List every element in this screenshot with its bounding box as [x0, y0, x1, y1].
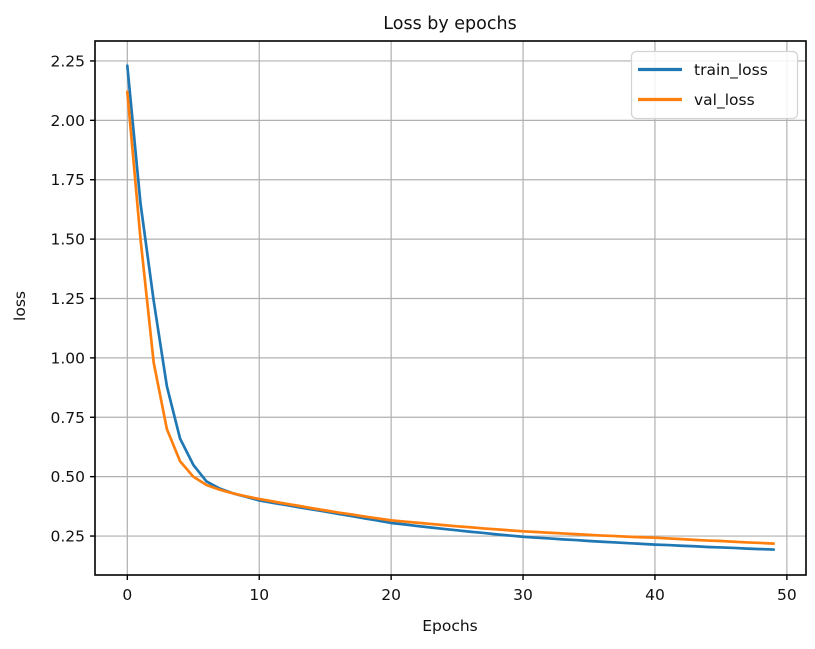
y-tick-label: 1.50: [50, 231, 85, 249]
legend-label-train: train_loss: [694, 61, 768, 80]
x-tick-label: 20: [381, 586, 401, 604]
plot-border: [94, 40, 807, 576]
y-tick-label: 2.25: [50, 52, 85, 70]
x-tick-label: 40: [645, 586, 665, 604]
y-tick-label: 0.50: [50, 468, 85, 486]
y-axis-label: loss: [11, 291, 29, 321]
legend: train_loss val_loss: [630, 50, 799, 120]
x-tick-label: 30: [513, 586, 533, 604]
x-tick-label: 50: [777, 586, 797, 604]
grid: [95, 41, 806, 575]
x-tick-label: 0: [122, 586, 132, 604]
series-lines: [125, 64, 776, 551]
chart-title: Loss by epochs: [383, 14, 516, 34]
axis-ticks: [90, 60, 788, 580]
y-tick-label: 2.00: [50, 112, 85, 130]
y-tick-label: 1.00: [50, 349, 85, 367]
y-tick-label: 1.75: [50, 171, 85, 189]
tick-labels: 0 10 20 30 40 50 0.25 0.50 0.75 1.00 1.25 1.50 1.75 2…: [50, 52, 796, 604]
y-tick-label: 0.25: [50, 528, 85, 546]
y-tick-label: 1.25: [50, 290, 85, 308]
x-axis-label: Epochs: [422, 617, 478, 635]
x-tick-label: 10: [249, 586, 269, 604]
y-tick-label: 0.75: [50, 409, 85, 427]
series-line-val_loss: [125, 90, 776, 545]
legend-label-val: val_loss: [694, 91, 755, 110]
